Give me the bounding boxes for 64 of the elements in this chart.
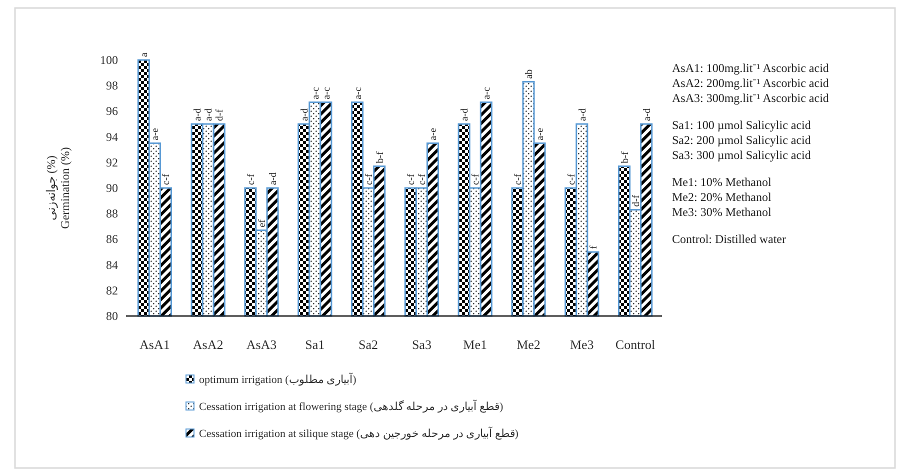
text: Me1: 10% Methanol [672, 175, 772, 189]
text: AsA3: 300mg.lit⁻¹ Ascorbic acid [672, 91, 829, 105]
text: AsA1: 100mg.lit⁻¹ Ascorbic acid [672, 61, 829, 75]
data-label: d-f [214, 108, 226, 121]
data-label: c-f [512, 173, 524, 185]
x-tick-label: Sa2 [358, 337, 378, 352]
x-tick-label: AsA2 [192, 337, 224, 352]
x-tick-label: Me1 [463, 337, 488, 352]
data-label: a-c [321, 86, 332, 100]
x-tick-label: Me3 [570, 337, 594, 352]
data-label: c-f [406, 173, 418, 185]
x-tick-label: Me2 [516, 337, 540, 352]
x-tick-label: AsA1 [140, 337, 170, 352]
data-label: a-e [535, 127, 546, 140]
data-label: a-d [299, 108, 310, 121]
data-label: a-c [482, 86, 493, 100]
y-tick-label: 88 [106, 206, 118, 221]
text: Me2: 20% Methanol [672, 190, 772, 204]
data-label: c-f [417, 173, 428, 185]
legend-label: Cessation irrigation at silique stage (قطع آبیاری در مرحله خورجین دهی) [199, 427, 519, 440]
y-tick-label: 92 [106, 155, 118, 170]
data-label: a-e [150, 127, 162, 140]
text: Me3: 30% Methanol [672, 205, 772, 219]
x-tick-label: Sa3 [412, 337, 432, 352]
data-label: a-c [352, 86, 364, 100]
y-tick-label: 84 [106, 258, 118, 272]
text: Sa2: 200 µmol Salicylic acid [672, 133, 811, 147]
y-tick-label: 86 [106, 232, 118, 246]
data-label: d-f [630, 194, 642, 207]
text: AsA2: 200mg.lit⁻¹ Ascorbic acid [672, 76, 829, 90]
x-tick-label: Sa1 [305, 337, 325, 352]
y-tick-label: 98 [106, 78, 118, 93]
data-label: a-e [428, 127, 440, 140]
text: Control: Distilled water [672, 232, 786, 246]
legend-label: Cessation irrigation at flowering stage (قطع آبیاری در مرحله گلدهی) [199, 400, 504, 413]
data-label: a-d [642, 108, 653, 121]
data-label: c-f [566, 173, 578, 185]
data-label: a-d [577, 108, 588, 121]
data-label: a [139, 52, 150, 57]
data-label: a-c [310, 86, 322, 100]
data-label: c-f [246, 173, 257, 185]
data-label: b-f [620, 150, 631, 164]
data-label: a-d [192, 108, 204, 121]
y-tick-label: 96 [106, 104, 118, 118]
x-tick-label: Control [615, 337, 656, 352]
text: Sa3: 300 µmol Salicylic acid [672, 148, 811, 162]
x-tick-label: AsA3 [246, 337, 277, 352]
y-tick-label: 80 [106, 309, 118, 323]
text: Sa1: 100 µmol Salicylic acid [672, 118, 811, 132]
legend-label: optimum irrigation (آبیاری مطلوب) [199, 373, 357, 386]
y-tick-label: 82 [106, 283, 118, 298]
data-label: a-d [204, 108, 215, 121]
data-label: c-f [470, 173, 482, 185]
data-label: c-f [364, 173, 375, 185]
data-label: c-f [161, 173, 172, 185]
y-tick-label: 94 [106, 130, 118, 144]
data-label: a-d [268, 172, 280, 185]
data-label: b-f [374, 150, 386, 164]
data-label: a-d [460, 108, 471, 121]
y-tick-label: 100 [100, 53, 118, 67]
data-label: ef [257, 218, 268, 228]
y-tick-label: 90 [106, 181, 118, 195]
data-label: f [588, 245, 600, 249]
data-label: ab [524, 69, 535, 79]
